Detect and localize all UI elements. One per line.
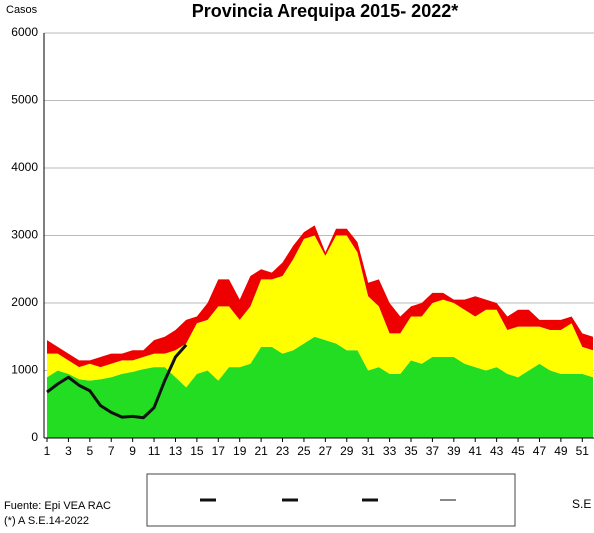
legend — [146, 473, 516, 527]
x-tick-label: 37 — [426, 444, 440, 458]
x-tick-label: 11 — [148, 444, 161, 458]
x-tick-label: 15 — [190, 444, 204, 458]
note: (*) A S.E.14-2022 — [4, 515, 89, 527]
y-tick-label: 5000 — [11, 93, 38, 107]
chart-title: Provincia Arequipa 2015- 2022* — [192, 1, 458, 21]
x-tick-label: 41 — [469, 444, 483, 458]
source: Fuente: Epi VEA RAC — [4, 500, 111, 512]
y-axis-label: Casos — [6, 4, 38, 16]
x-tick-label: 47 — [533, 444, 547, 458]
legend-box — [146, 473, 516, 527]
x-tick-label: 45 — [511, 444, 525, 458]
x-tick-label: 39 — [447, 444, 461, 458]
x-tick-label: 23 — [276, 444, 290, 458]
y-tick-label: 0 — [31, 430, 38, 444]
x-tick-label: 1 — [44, 444, 51, 458]
x-tick-label: 33 — [383, 444, 397, 458]
x-tick-label: 19 — [233, 444, 247, 458]
x-tick-label: 17 — [212, 444, 226, 458]
line-series — [46, 343, 188, 420]
y-tick-label: 2000 — [11, 295, 38, 309]
x-axis-label: S.E — [572, 497, 591, 511]
y-tick-label: 3000 — [11, 228, 38, 242]
x-tick-label: 29 — [340, 444, 354, 458]
x-tick-label: 21 — [254, 444, 268, 458]
x-tick-label: 27 — [319, 444, 333, 458]
y-tick-label: 1000 — [11, 363, 38, 377]
y-tick-label: 6000 — [11, 25, 38, 39]
x-tick-label: 5 — [86, 444, 93, 458]
x-tick-label: 31 — [361, 444, 375, 458]
x-tick-label: 3 — [65, 444, 72, 458]
y-tick-label: 4000 — [11, 160, 38, 174]
x-tick-label: 9 — [129, 444, 136, 458]
x-tick-label: 49 — [554, 444, 568, 458]
x-tick-label: 7 — [108, 444, 115, 458]
x-tick-label: 43 — [490, 444, 504, 458]
x-tick-label: 35 — [404, 444, 418, 458]
x-tick-label: 51 — [576, 444, 590, 458]
area-band — [47, 225, 593, 368]
x-tick-label: 13 — [169, 444, 183, 458]
area-band — [47, 336, 593, 438]
x-tick-label: 25 — [297, 444, 311, 458]
